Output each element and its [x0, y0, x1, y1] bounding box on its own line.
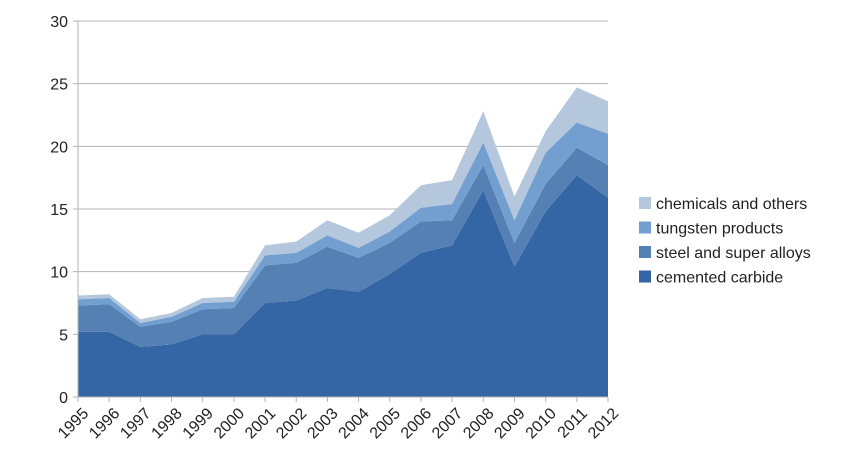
x-tick-label: 2007: [429, 405, 466, 442]
x-tick-label: 2009: [491, 405, 528, 442]
x-tick-label: 1996: [86, 405, 123, 442]
y-tick-label: 15: [50, 202, 68, 219]
y-tick-label: 20: [50, 139, 68, 156]
legend-label-steel-and-super-alloys: steel and super alloys: [656, 245, 811, 262]
x-axis-ticks: 1995199619971998199920002001200220032004…: [55, 397, 622, 442]
legend-swatch-cemented-carbide: [639, 270, 651, 283]
y-tick-label: 10: [50, 265, 68, 282]
x-tick-label: 2011: [555, 405, 591, 441]
legend-label-chemicals-and-others: chemicals and others: [656, 196, 807, 213]
x-tick-label: 2008: [460, 405, 497, 442]
x-tick-label: 2005: [367, 405, 404, 442]
x-tick-label: 1999: [180, 405, 217, 442]
area-series: [78, 87, 608, 397]
y-axis-ticks: 0 5 10 15 20 25 30: [50, 14, 78, 407]
legend-label-tungsten-products: tungsten products: [656, 221, 783, 238]
x-tick-label: 1997: [117, 405, 154, 442]
area-chemicals-and-others: [78, 87, 608, 324]
legend-swatch-chemicals-and-others: [639, 197, 651, 209]
x-tick-label: 2003: [304, 405, 341, 442]
x-tick-label: 2001: [242, 405, 279, 442]
x-tick-label: 2002: [273, 405, 310, 442]
area-steel-and-super-alloys: [78, 147, 608, 347]
y-tick-label: 0: [59, 390, 68, 407]
x-tick-label: 2012: [585, 405, 622, 442]
legend-swatch-steel-and-super-alloys: [639, 246, 651, 258]
x-tick-label: 1995: [55, 405, 92, 442]
x-tick-label: 2010: [523, 405, 560, 442]
area-cemented-carbide: [78, 175, 608, 397]
legend-swatch-tungsten-products: [639, 221, 651, 234]
x-tick-label: 2004: [336, 405, 373, 442]
x-tick-label: 2000: [211, 405, 248, 442]
area-tungsten-products: [78, 122, 608, 327]
y-tick-label: 25: [50, 77, 68, 94]
legend-label-cemented-carbide: cemented carbide: [656, 270, 783, 287]
x-tick-label: 1998: [149, 405, 186, 442]
x-tick-label: 2006: [398, 405, 435, 442]
y-tick-label: 30: [50, 14, 68, 31]
legend: chemicals and others tungsten products ste…: [639, 196, 811, 287]
y-tick-label: 5: [59, 327, 68, 344]
